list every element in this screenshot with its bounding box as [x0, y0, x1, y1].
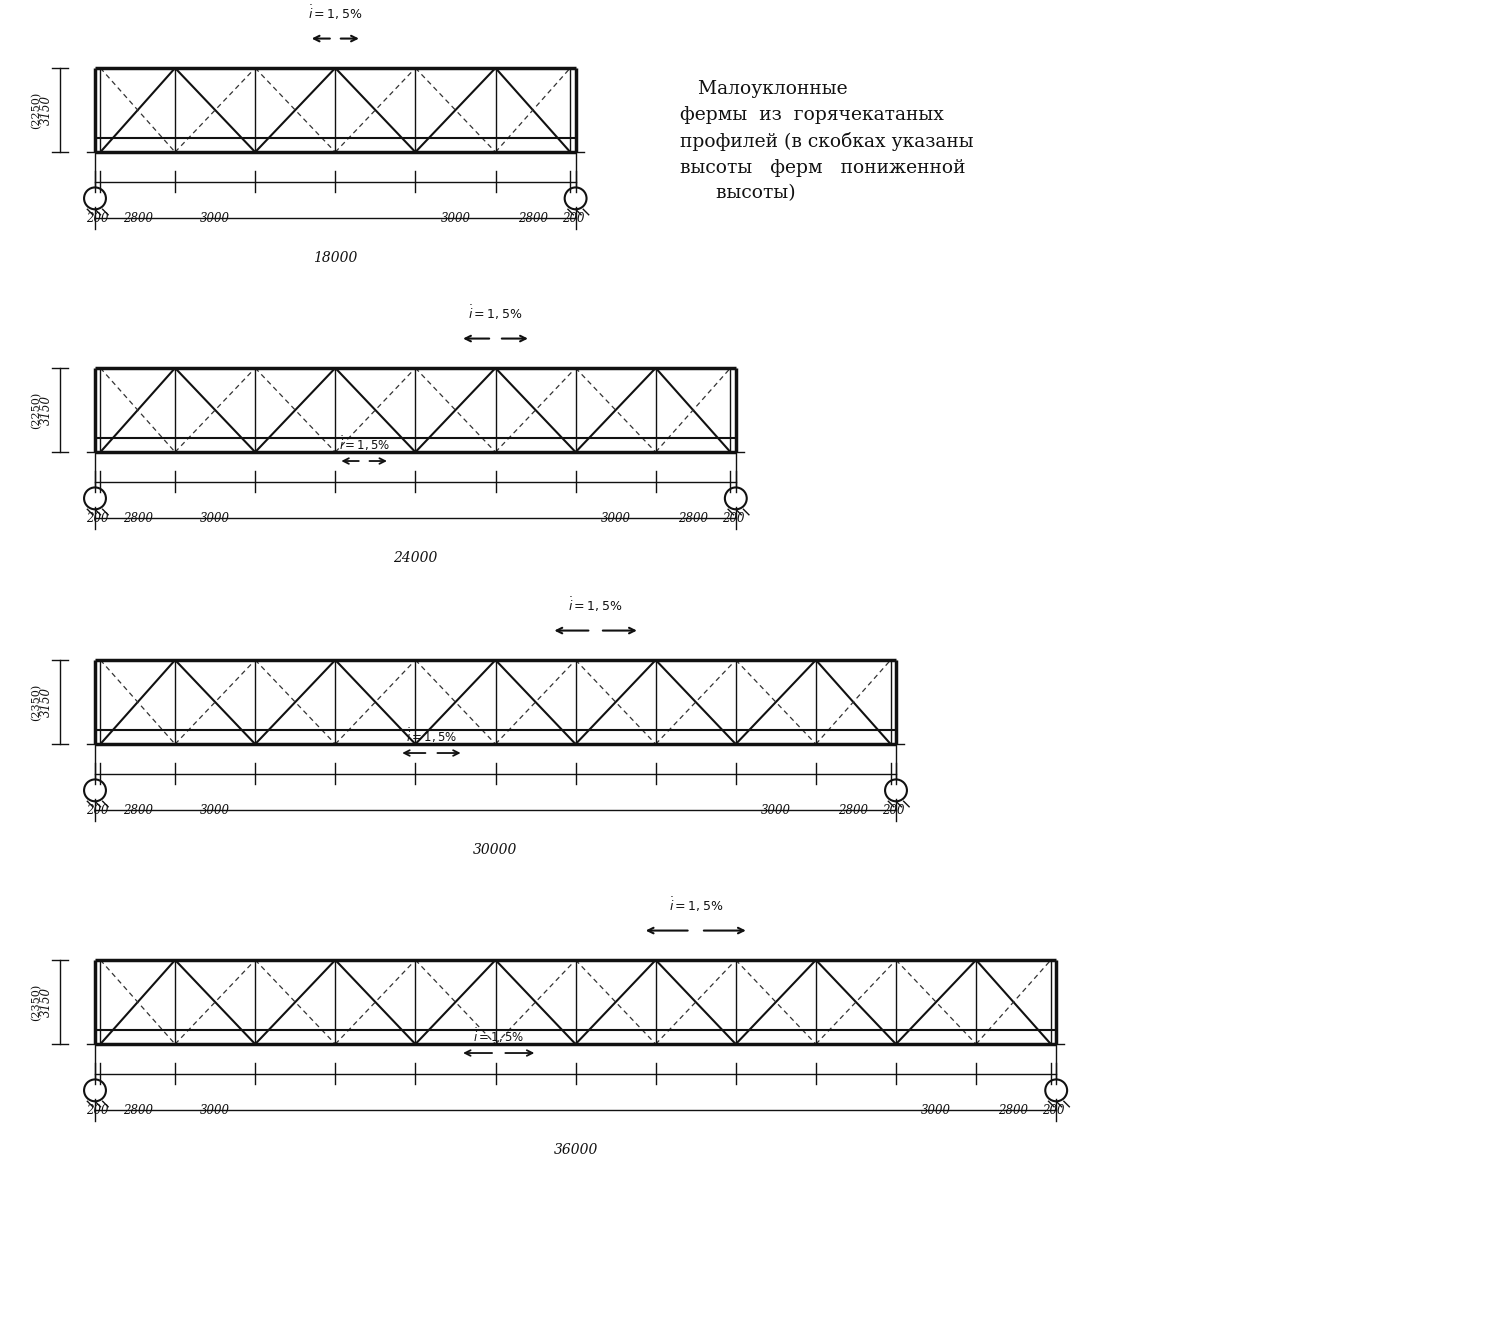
Text: 200: 200	[883, 805, 905, 817]
Text: 3000: 3000	[200, 513, 230, 525]
Text: $\dot{i}=1,5\%$: $\dot{i}=1,5\%$	[338, 434, 389, 453]
Text: 18000: 18000	[313, 251, 358, 264]
Text: $\dot{i}=1,5\%$: $\dot{i}=1,5\%$	[406, 726, 458, 745]
Text: 2800: 2800	[999, 1104, 1029, 1117]
Text: 3000: 3000	[200, 1104, 230, 1117]
Text: 2800: 2800	[122, 1104, 152, 1117]
Text: $\dot{i}=1,5\%$: $\dot{i}=1,5\%$	[473, 1027, 525, 1045]
Text: 200: 200	[86, 513, 109, 525]
Text: 2800: 2800	[838, 805, 868, 817]
Text: 200: 200	[86, 1104, 109, 1117]
Text: 2800: 2800	[122, 212, 152, 226]
Text: 200: 200	[1042, 1104, 1065, 1117]
Text: 200: 200	[86, 212, 109, 226]
Text: 2800: 2800	[122, 513, 152, 525]
Text: 3000: 3000	[601, 513, 631, 525]
Text: 2800: 2800	[678, 513, 708, 525]
Text: (2350): (2350)	[31, 984, 42, 1021]
Text: $\dot{i}=1,5\%$: $\dot{i}=1,5\%$	[468, 304, 523, 323]
Text: 200: 200	[562, 212, 584, 226]
Text: 24000: 24000	[394, 551, 437, 564]
Text: 3150: 3150	[39, 687, 52, 717]
Text: 3150: 3150	[39, 987, 52, 1017]
Text: 3000: 3000	[440, 212, 471, 226]
Text: (2350): (2350)	[31, 684, 42, 721]
Text: (2250): (2250)	[31, 92, 42, 129]
Text: 3000: 3000	[921, 1104, 951, 1117]
Text: 3150: 3150	[39, 96, 52, 125]
Text: 2800: 2800	[122, 805, 152, 817]
Text: 3000: 3000	[200, 212, 230, 226]
Text: 2800: 2800	[517, 212, 547, 226]
Text: 3150: 3150	[39, 394, 52, 425]
Text: 200: 200	[86, 805, 109, 817]
Text: 3000: 3000	[200, 805, 230, 817]
Text: $\dot{i}=1,5\%$: $\dot{i}=1,5\%$	[668, 895, 723, 914]
Text: 30000: 30000	[473, 842, 517, 857]
Text: Малоуклонные
фермы  из  горячекатаных
профилей (в скобках указаны
высоты   ферм : Малоуклонные фермы из горячекатаных проф…	[680, 80, 974, 202]
Text: (2250): (2250)	[31, 392, 42, 429]
Text: $\dot{i}=1,5\%$: $\dot{i}=1,5\%$	[568, 596, 623, 614]
Text: $\dot{i}=1,5\%$: $\dot{i}=1,5\%$	[309, 4, 362, 23]
Text: 36000: 36000	[553, 1142, 598, 1157]
Text: 3000: 3000	[760, 805, 790, 817]
Text: 200: 200	[722, 513, 744, 525]
